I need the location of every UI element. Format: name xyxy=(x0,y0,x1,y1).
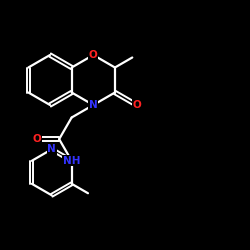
Text: O: O xyxy=(89,50,98,60)
Text: N: N xyxy=(47,144,56,154)
Text: N: N xyxy=(89,100,98,110)
Text: NH: NH xyxy=(63,156,80,166)
Text: O: O xyxy=(132,100,141,110)
Text: O: O xyxy=(32,134,41,144)
